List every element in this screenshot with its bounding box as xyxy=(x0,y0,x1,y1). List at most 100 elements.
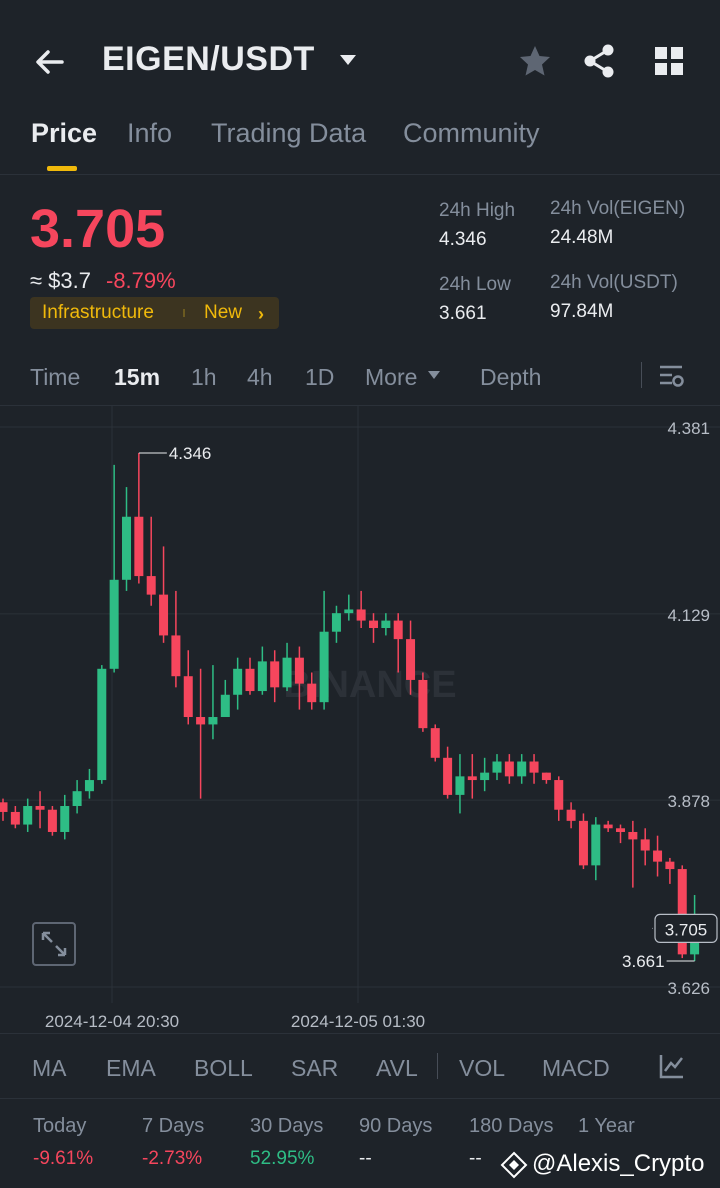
perf-value-90d: -- xyxy=(359,1148,372,1169)
more-caret-icon xyxy=(428,371,440,379)
share-icon[interactable] xyxy=(582,43,616,79)
perf-label-90d: 90 Days xyxy=(359,1115,433,1137)
candlestick-chart[interactable]: BINANCE 4.346 3.661 3.705 4.381 4.129 3.878 3… xyxy=(0,405,720,1035)
divider xyxy=(0,405,720,406)
indicator-ma[interactable]: MA xyxy=(32,1055,67,1081)
active-tab-indicator xyxy=(47,166,77,171)
indicator-boll[interactable]: BOLL xyxy=(194,1055,253,1081)
chart-settings-icon[interactable] xyxy=(656,360,686,390)
interval-time[interactable]: Time xyxy=(30,364,81,390)
candle-down xyxy=(307,683,317,703)
perf-label-30d: 30 Days xyxy=(250,1115,324,1137)
candle-down xyxy=(467,776,477,781)
candle-down xyxy=(35,806,45,810)
perf-value-30d: 52.95% xyxy=(250,1148,315,1169)
stat-vol-base-value: 24.48M xyxy=(550,227,614,248)
candle-down xyxy=(677,869,687,955)
y-tick-label: 4.129 xyxy=(667,606,710,625)
candle-down xyxy=(541,772,551,781)
price-change-percent: -8.79% xyxy=(106,268,176,293)
candle-down xyxy=(616,828,625,832)
social-watermark: @Alexis_Crypto xyxy=(532,1150,705,1177)
perf-label-1y: 1 Year xyxy=(578,1115,635,1137)
candle-down xyxy=(134,516,144,577)
candle-down xyxy=(356,609,366,621)
candle-down xyxy=(369,620,378,629)
candle-down xyxy=(245,668,255,692)
candle-down xyxy=(47,809,57,832)
tab-price[interactable]: Price xyxy=(31,118,98,148)
candle-up xyxy=(23,806,33,825)
last-price-label: 3.705 xyxy=(665,920,708,939)
candle-down xyxy=(529,761,539,773)
stat-high-value: 4.346 xyxy=(439,229,487,250)
pair-title[interactable]: EIGEN/USDT xyxy=(102,40,315,78)
candle-up xyxy=(591,824,601,866)
interval-1d[interactable]: 1D xyxy=(305,364,335,390)
candle-down xyxy=(665,861,675,870)
indicator-macd[interactable]: MACD xyxy=(542,1055,610,1081)
indicator-vol[interactable]: VOL xyxy=(459,1055,506,1081)
candle-down xyxy=(443,757,453,795)
indicator-settings-icon[interactable] xyxy=(658,1052,686,1080)
chevron-down-icon[interactable] xyxy=(338,52,358,68)
candle-down xyxy=(10,811,20,825)
stat-vol-base-label: 24h Vol(EIGEN) xyxy=(550,198,686,219)
candle-down xyxy=(146,576,156,595)
fullscreen-button[interactable] xyxy=(32,922,76,966)
candle-up xyxy=(517,761,527,777)
candle-down xyxy=(430,728,440,758)
candle-down xyxy=(603,824,613,829)
stat-high-label: 24h High xyxy=(439,200,516,221)
interval-more[interactable]: More xyxy=(365,364,418,390)
sector-tag[interactable] xyxy=(30,297,279,329)
candle-up xyxy=(257,661,267,692)
candle-down xyxy=(554,780,564,810)
tab-community[interactable]: Community xyxy=(403,118,540,148)
tab-trading-data[interactable]: Trading Data xyxy=(211,118,367,148)
candle-down xyxy=(640,839,650,851)
candle-up xyxy=(97,668,107,781)
grid-icon[interactable] xyxy=(652,44,686,78)
candle-up xyxy=(282,657,292,688)
candle-down xyxy=(653,850,663,862)
candle-down xyxy=(159,594,169,636)
interval-1h[interactable]: 1h xyxy=(191,364,217,390)
candle-down xyxy=(0,802,8,812)
interval-15m[interactable]: 15m xyxy=(114,364,161,390)
candle-up xyxy=(455,776,465,795)
divider xyxy=(0,1098,720,1099)
candle-up xyxy=(233,668,243,695)
interval-4h[interactable]: 4h xyxy=(247,364,273,390)
stat-vol-quote-label: 24h Vol(USDT) xyxy=(550,272,678,293)
candle-up xyxy=(492,761,502,773)
candle-down xyxy=(406,639,416,680)
candle-up xyxy=(220,694,230,718)
candle-up xyxy=(480,772,490,781)
stat-vol-quote-value: 97.84M xyxy=(550,301,614,322)
candle-up xyxy=(60,806,70,832)
candle-up xyxy=(208,717,218,725)
candle-up xyxy=(331,613,341,632)
tab-info[interactable]: Info xyxy=(127,118,173,148)
chevron-right-icon: › xyxy=(258,304,264,324)
expand-icon xyxy=(41,931,67,957)
indicator-ema[interactable]: EMA xyxy=(106,1055,156,1081)
back-arrow-icon[interactable] xyxy=(32,44,68,80)
star-icon[interactable] xyxy=(518,44,552,78)
candle-up xyxy=(381,620,391,629)
candle-up xyxy=(122,516,131,580)
candle-down xyxy=(171,635,181,677)
candle-down xyxy=(578,820,588,866)
indicator-avl[interactable]: AVL xyxy=(376,1055,418,1081)
perf-value-today: -9.61% xyxy=(33,1148,94,1169)
candle-down xyxy=(393,620,403,640)
candle-down xyxy=(294,657,304,684)
y-tick-label: 4.381 xyxy=(667,419,710,438)
candle-down xyxy=(270,661,280,688)
interval-depth[interactable]: Depth xyxy=(480,364,542,390)
indicator-sar[interactable]: SAR xyxy=(291,1055,339,1081)
divider xyxy=(641,362,642,388)
y-tick-label: 3.878 xyxy=(667,792,710,811)
low-marker-label: 3.661 xyxy=(622,952,665,971)
